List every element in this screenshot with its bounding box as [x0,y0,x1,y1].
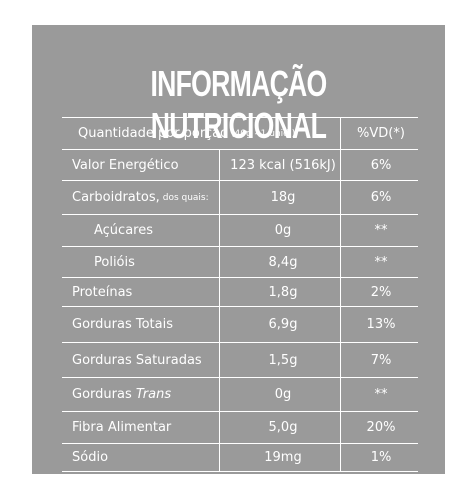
column-divider [340,181,341,214]
column-divider [219,378,220,411]
column-divider [219,412,220,443]
nutrient-amount: 8,4g [268,254,298,270]
nutrient-vd: ** [374,223,388,238]
nutrient-amount: 0g [274,223,292,238]
table-row: Gorduras Totais 6,9g 13% [62,307,418,343]
column-divider [219,343,220,377]
table-row: Gorduras Saturadas 1,5g 7% [62,343,418,378]
nutrient-label: Carboidratos, [72,190,160,205]
nutrient-vd: 20% [366,420,396,435]
portion-size: (40g - 1 unid.) [231,128,296,139]
nutrient-amount: 1,5g [268,352,298,368]
nutrient-name: Fibra Alimentar [72,420,172,435]
nutrient-vd: 6% [370,157,392,173]
nutrition-facts-panel: INFORMAÇÃO NUTRICIONAL Quantidade por po… [32,25,445,474]
column-divider [219,278,220,306]
column-divider [340,412,341,443]
nutrient-vd: ** [374,387,388,402]
nutrient-vd: 2% [370,284,392,300]
column-divider [340,118,341,149]
nutrient-vd: 1% [370,450,392,465]
nutrient-vd: 6% [370,190,392,205]
column-divider [219,247,220,277]
column-divider [219,307,220,342]
column-divider [219,444,220,471]
table-row: Polióis 8,4g ** [62,247,418,278]
nutrient-label: Gorduras [72,387,132,402]
table-row: Gorduras Trans 0g ** [62,378,418,412]
nutrient-amount: 0g [274,387,292,402]
header-vd: %VD(*) [357,126,405,141]
column-divider [340,444,341,471]
table-row: Sódio 19mg 1% [62,444,418,472]
nutrient-name: Açúcares [94,223,153,238]
nutrition-table: Quantidade por porção (40g - 1 unid.) %V… [62,117,418,472]
column-divider [219,181,220,214]
nutrient-note: dos quais: [162,192,209,203]
nutrient-amount: 19mg [264,450,302,465]
nutrient-name: Polióis [94,254,135,270]
table-row: Carboidratos, dos quais: 18g 6% [62,181,418,215]
table-row: Açúcares 0g ** [62,215,418,247]
table-row: Valor Energético 123 kcal (516kJ) 6% [62,150,418,181]
table-row: Fibra Alimentar 5,0g 20% [62,412,418,444]
column-divider [219,150,220,180]
nutrient-amount: 123 kcal (516kJ) [230,157,336,173]
column-divider [340,247,341,277]
nutrient-name: Carboidratos, dos quais: [72,181,209,214]
nutrient-amount: 18g [270,190,296,205]
nutrient-vd: 7% [370,352,392,368]
table-row: Proteínas 1,8g 2% [62,278,418,307]
nutrient-name: Valor Energético [72,157,179,173]
nutrient-name: Gorduras Trans [72,378,171,411]
nutrient-name: Gorduras Totais [72,317,173,332]
quantity-label: Quantidade por porção [78,126,229,141]
column-divider [340,278,341,306]
nutrient-amount: 5,0g [268,420,298,435]
panel-title: INFORMAÇÃO NUTRICIONAL [150,63,327,146]
nutrient-name: Sódio [72,450,109,465]
nutrient-name: Gorduras Saturadas [72,352,202,368]
column-divider [340,307,341,342]
nutrient-vd: ** [374,254,388,270]
column-divider [219,215,220,246]
nutrient-amount: 1,8g [268,284,298,300]
nutrient-vd: 13% [366,317,396,332]
column-divider [340,378,341,411]
column-divider [340,150,341,180]
nutrient-name: Proteínas [72,284,133,300]
column-divider [340,343,341,377]
nutrient-amount: 6,9g [268,317,298,332]
column-divider [340,215,341,246]
nutrient-label-italic: Trans [135,387,172,402]
header-quantity: Quantidade por porção (40g - 1 unid.) [78,118,295,149]
table-header-row: Quantidade por porção (40g - 1 unid.) %V… [62,118,418,150]
